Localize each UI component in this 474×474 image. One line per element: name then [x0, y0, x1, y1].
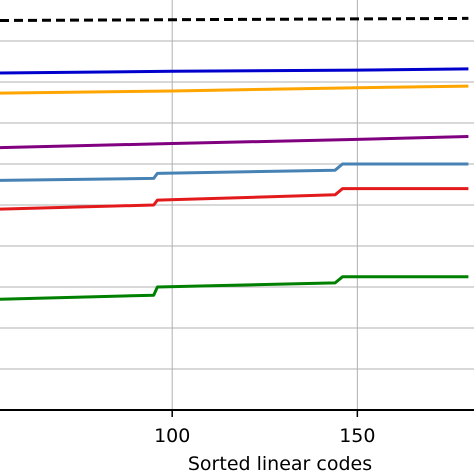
x-axis-title: Sorted linear codes	[188, 453, 372, 474]
series-line-3	[0, 135, 469, 150]
series-line-5	[0, 187, 469, 211]
x-tick-label-0: 100	[154, 425, 190, 447]
series-line-2	[0, 84, 469, 95]
gridlines	[0, 0, 474, 410]
x-tick-label-1: 150	[339, 425, 375, 447]
series-line-1	[0, 67, 469, 75]
series-lines	[0, 16, 469, 301]
x-ticks: 100 150	[154, 410, 375, 447]
axes-frame	[0, 409, 474, 411]
series-line-4	[0, 162, 469, 182]
series-line-0	[0, 16, 469, 22]
series-line-6	[0, 275, 469, 301]
